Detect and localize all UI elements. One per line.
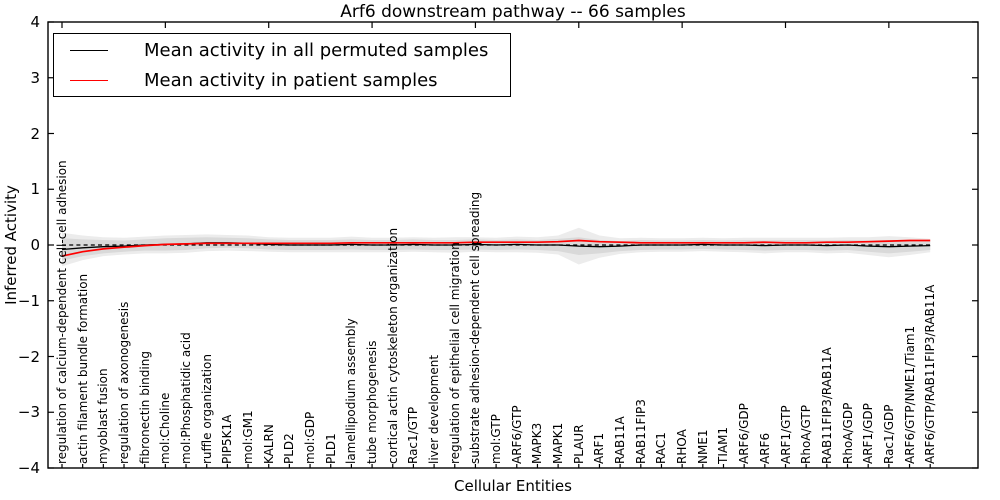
- x-tick-label: RAC1: [654, 432, 669, 464]
- x-tick-label: RHOA: [675, 429, 690, 464]
- x-tick-label: RAB11A: [613, 416, 628, 464]
- x-tick-label: Rac1/GTP: [406, 406, 421, 464]
- legend-item-patient: Mean activity in patient samples: [54, 68, 510, 92]
- x-tick-label: ruffle organization: [199, 354, 214, 464]
- x-tick-label: lamellipodium assembly: [344, 318, 359, 464]
- series-line-1: [61, 239, 931, 257]
- x-tick-label: myoblast fusion: [96, 368, 111, 464]
- x-tick-label: cortical actin cytoskeleton organization: [385, 227, 400, 464]
- permuted-range-bands: [62, 227, 931, 267]
- x-tick-label: mol:Phosphatidic acid: [179, 332, 194, 464]
- x-tick-label: fibronectin binding: [137, 351, 152, 464]
- x-tick-label: regulation of axonogenesis: [117, 301, 131, 464]
- axis-tick-marks: [48, 21, 978, 469]
- y-tick-label: 4: [30, 13, 40, 31]
- x-tick-label: ARF6/GDP: [737, 403, 752, 464]
- x-tick-label: mol:Choline: [158, 392, 173, 464]
- legend-label: Mean activity in all permuted samples: [144, 39, 489, 61]
- x-axis-label: Cellular Entities: [454, 477, 572, 495]
- x-tick-label: PIP5K1A: [220, 414, 235, 464]
- y-tick-label: 0: [30, 236, 40, 254]
- x-tick-label: liver development: [427, 354, 442, 464]
- x-tick-label: ARF6/GTP/RAB11FIP3/RAB11A: [923, 284, 938, 464]
- y-tick-label: −4: [17, 459, 40, 477]
- y-tick-label: 3: [30, 68, 40, 87]
- y-tick-label: −3: [17, 403, 40, 422]
- series-lines: [61, 239, 931, 257]
- chart-title: Arf6 downstream pathway -- 66 samples: [340, 2, 686, 22]
- legend-item-permuted: Mean activity in all permuted samples: [54, 38, 510, 62]
- x-tick-label: regulation of calcium-dependent cell-cel…: [55, 160, 69, 464]
- x-tick-label: PLAUR: [571, 424, 586, 464]
- legend-line-sample-red: [70, 79, 108, 81]
- x-tick-label: PLD2: [282, 433, 297, 464]
- x-tick-label: RhoA/GDP: [840, 402, 855, 464]
- x-tick-label: substrate adhesion-dependent cell spread…: [468, 191, 483, 464]
- x-tick-label: mol:GDP: [303, 411, 318, 464]
- x-tick-label: ARF1/GTP: [778, 405, 793, 464]
- x-tick-label: mol:GM1: [241, 410, 256, 464]
- x-tick-label: mol:GTP: [489, 414, 504, 464]
- x-tick-label: actin filament bundle formation: [75, 273, 90, 464]
- y-tick-label: −2: [17, 347, 40, 366]
- x-tick-label: PLD1: [323, 433, 338, 464]
- x-tick-label: RhoA/GTP: [799, 405, 814, 464]
- legend-box: Mean activity in all permuted samples Me…: [53, 33, 511, 97]
- x-tick-label: MAPK3: [530, 422, 545, 464]
- x-tick-label: MAPK1: [551, 422, 566, 464]
- x-tick-label: RAB11FIP3: [633, 399, 648, 464]
- x-tick-label: KALRN: [261, 424, 276, 464]
- x-tick-label: tube morphogenesis: [365, 340, 380, 464]
- x-tick-label: ARF6: [757, 432, 772, 464]
- x-tick-label: ARF1/GDP: [861, 403, 876, 464]
- x-tick-label: ARF1: [592, 432, 607, 464]
- legend-label: Mean activity in patient samples: [144, 69, 438, 91]
- x-tick-label: Rac1/GDP: [881, 404, 896, 464]
- x-tick-label: ARF6/GTP: [509, 405, 524, 464]
- y-tick-label: −1: [17, 291, 40, 310]
- x-tick-label: TIAM1: [716, 426, 731, 464]
- x-tick-label: regulation of epithelial cell migration: [447, 242, 462, 464]
- legend-line-sample-black: [70, 49, 108, 51]
- y-tick-label: 1: [30, 180, 40, 199]
- permuted-activity-inner-range: [62, 237, 931, 261]
- y-tick-label: 2: [30, 124, 40, 143]
- x-tick-label: RAB11FIP3/RAB11A: [819, 347, 834, 464]
- x-tick-label: ARF6/GTP/NME1/Tiam1: [902, 325, 917, 464]
- x-tick-label: NME1: [695, 429, 710, 464]
